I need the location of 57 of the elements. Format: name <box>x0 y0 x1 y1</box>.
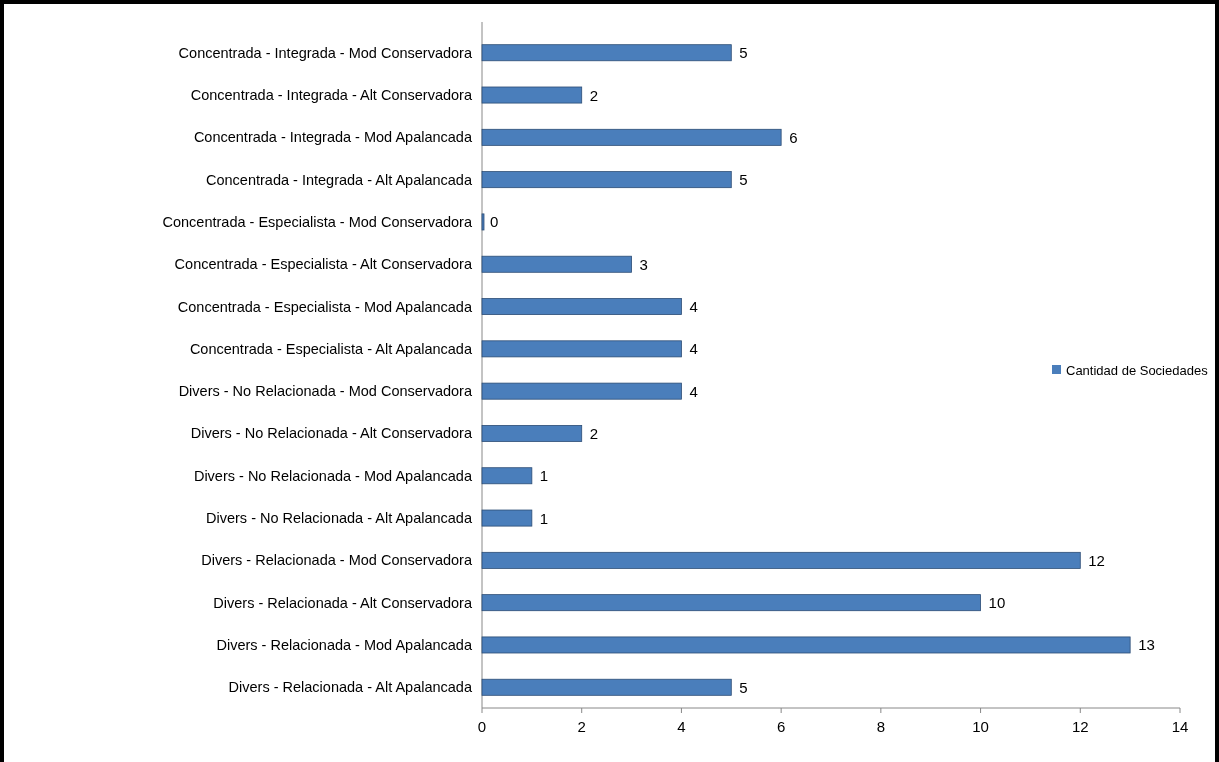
y-tick-label: Divers - No Relacionada - Mod Apalancada <box>193 467 473 484</box>
y-tick-label: Divers - Relacionada - Mod Apalancada <box>216 636 473 653</box>
y-tick-label: Concentrada - Integrada - Alt Conservadora <box>190 87 473 104</box>
data-label: 5 <box>739 171 748 189</box>
bar <box>481 171 732 189</box>
data-label: 10 <box>988 594 1006 612</box>
y-tick-label: Concentrada - Especialista - Mod Apalancada <box>177 298 473 315</box>
x-tick-label: 10 <box>972 718 989 735</box>
x-tick-label: 6 <box>776 718 786 735</box>
y-tick-label: Concentrada - Especialista - Alt Conservadora <box>174 256 473 273</box>
y-tick-label: Concentrada - Integrada - Mod Apalancada <box>193 129 473 146</box>
y-tick-label: Divers - Relacionada - Alt Apalancada <box>228 679 473 696</box>
y-tick-label: Divers - No Relacionada - Alt Conservadora <box>190 425 473 442</box>
data-label: 2 <box>589 424 599 442</box>
y-tick-label: Divers - Relacionada - Mod Conservadora <box>201 552 473 569</box>
y-tick-label: Divers - No Relacionada - Mod Conservadora <box>178 383 473 400</box>
bar <box>481 636 1131 654</box>
data-label: 0 <box>490 213 499 231</box>
data-label: 4 <box>689 298 698 316</box>
bar <box>481 213 485 231</box>
data-label: 12 <box>1088 551 1105 569</box>
x-tick-label: 8 <box>876 718 886 735</box>
data-label: 13 <box>1138 636 1155 654</box>
data-label: 6 <box>789 128 798 146</box>
data-label: 5 <box>739 678 748 696</box>
bar <box>481 255 632 273</box>
data-label: 4 <box>689 340 698 358</box>
bar <box>481 86 583 104</box>
x-tick-label: 0 <box>477 718 487 735</box>
x-tick-label: 12 <box>1071 718 1089 735</box>
bar <box>481 678 732 696</box>
x-tick-label: 4 <box>677 718 686 735</box>
data-label: 1 <box>539 509 549 527</box>
y-tick-label: Divers - No Relacionada - Alt Apalancada <box>206 510 473 527</box>
y-tick-label: Divers - Relacionada - Alt Conservadora <box>213 594 473 611</box>
y-tick-label: Concentrada - Especialista - Mod Conservadora <box>162 213 473 230</box>
y-tick-label: Concentrada - Especialista - Alt Apalancada <box>189 340 473 357</box>
data-label: 3 <box>639 255 648 273</box>
x-tick-label: 2 <box>577 718 586 735</box>
bar <box>481 340 682 358</box>
data-label: 4 <box>689 382 698 400</box>
y-tick-label: Concentrada - Integrada - Mod Conservadora <box>178 44 473 61</box>
bar <box>481 509 533 527</box>
data-label: 1 <box>539 467 549 485</box>
bar <box>481 298 682 315</box>
bar <box>481 425 583 442</box>
data-label: 2 <box>589 86 599 104</box>
bar <box>481 594 981 612</box>
bar <box>481 128 782 146</box>
data-label: 5 <box>739 44 748 62</box>
x-tick-label: 14 <box>1171 718 1189 735</box>
bar <box>481 382 682 400</box>
bar <box>481 44 732 62</box>
y-tick-label: Concentrada - Integrada - Alt Apalancada <box>205 171 473 188</box>
bar <box>481 551 1081 569</box>
legend-label: Cantidad de Sociedades <box>1066 362 1209 378</box>
bar <box>481 467 533 485</box>
